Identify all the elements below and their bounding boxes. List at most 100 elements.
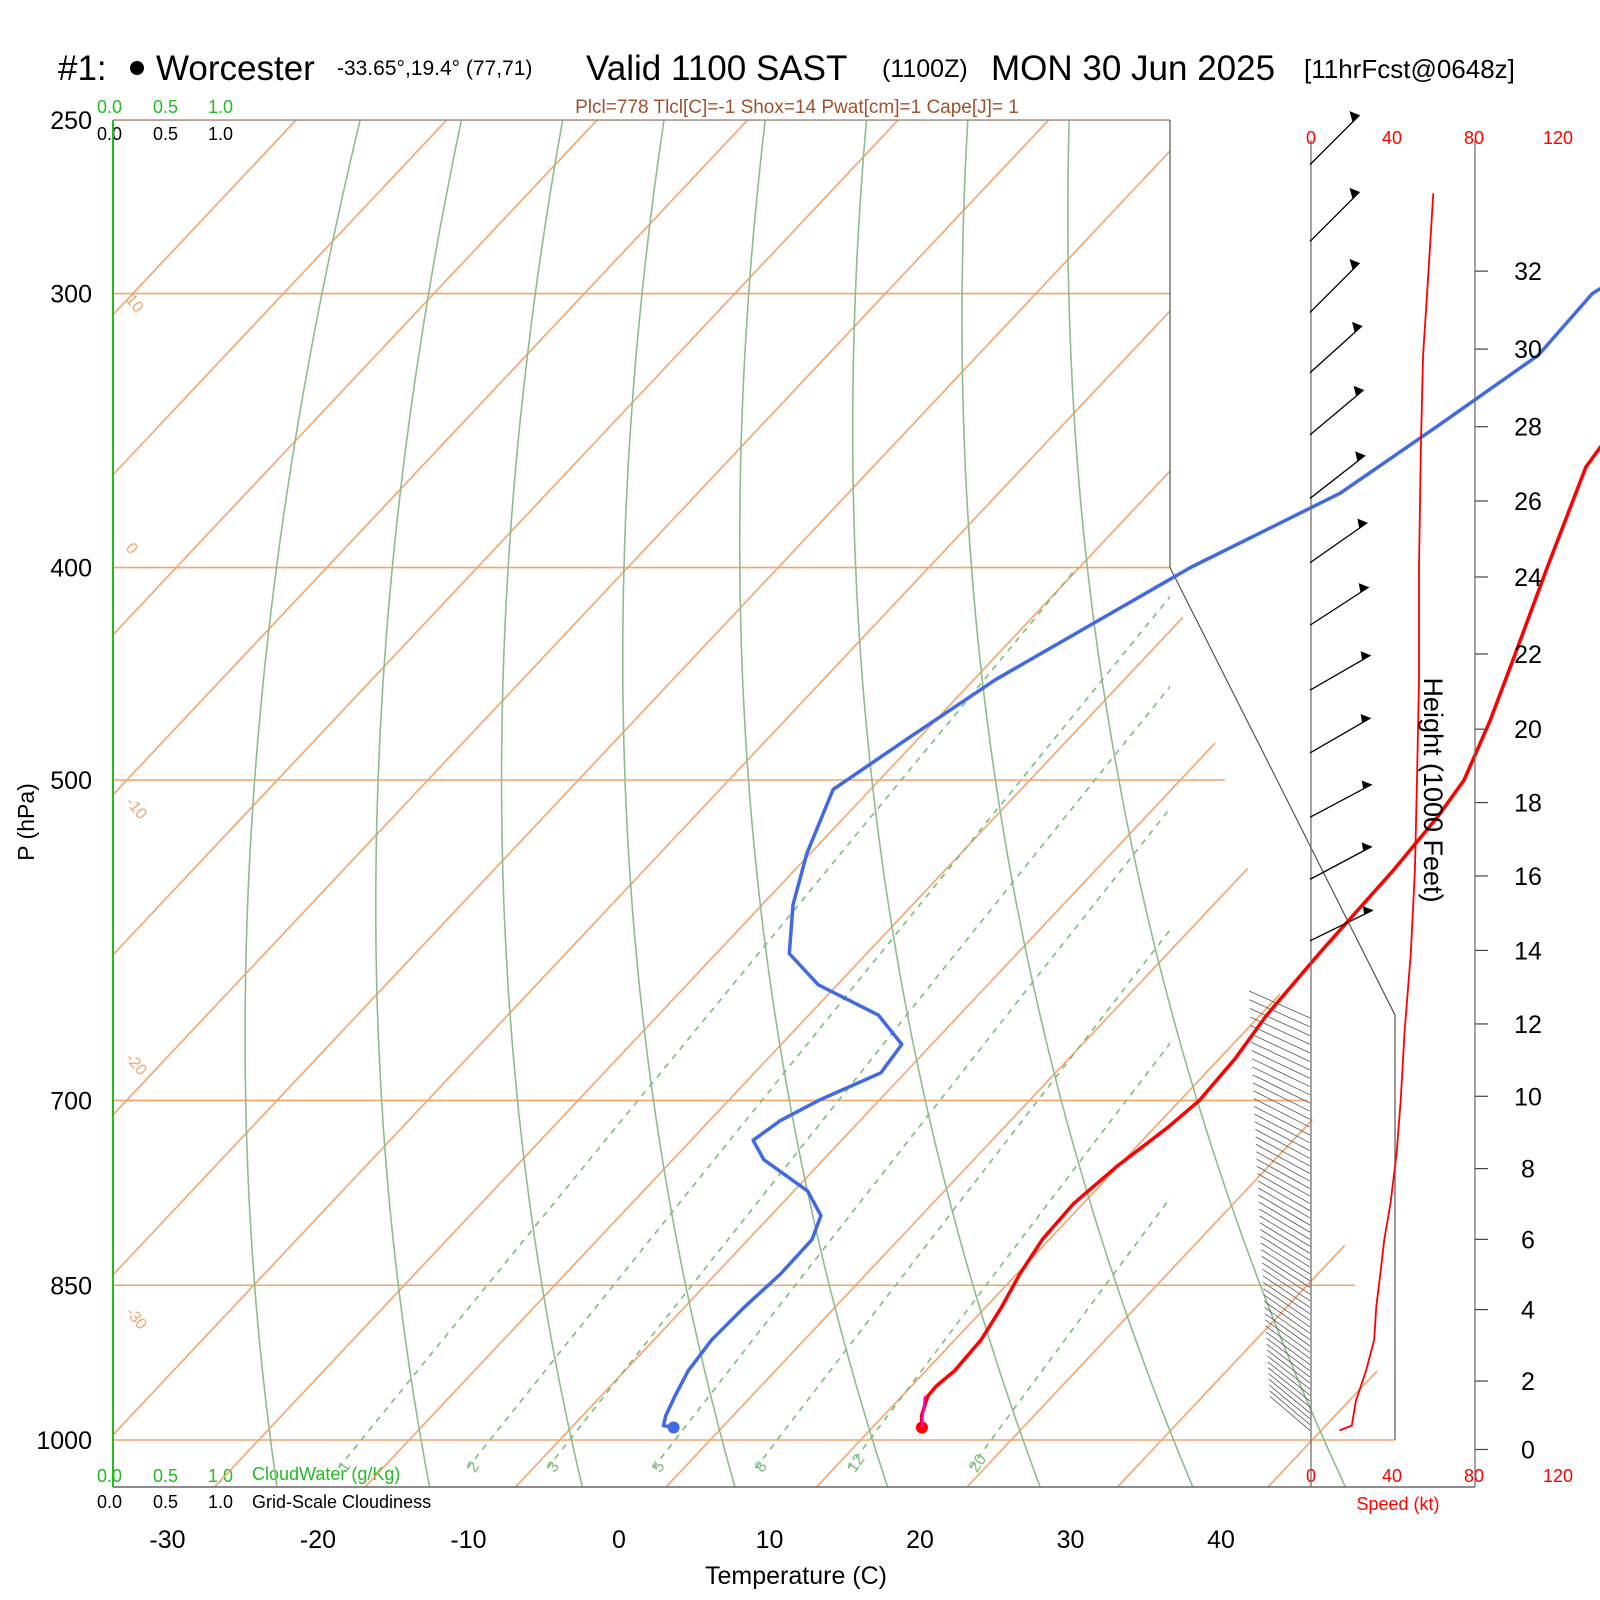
- wind-barb-low: [1255, 1143, 1311, 1175]
- wind-barb-low: [1249, 1008, 1311, 1037]
- wind-barb-low: [1269, 1390, 1311, 1425]
- isotherm-line: [815, 120, 1395, 1487]
- valid-date: MON 30 Jun 2025: [991, 49, 1275, 88]
- mixing-ratio-label: 20: [966, 1451, 990, 1475]
- cloud-water-label: CloudWater (g/Kg): [252, 1464, 400, 1484]
- site-coords: -33.65°,19.4° (77,71): [337, 57, 532, 80]
- speed-tick-bottom: 120: [1543, 1466, 1573, 1486]
- speed-tick-top: 0: [1306, 128, 1316, 148]
- wind-barb-low: [1267, 1355, 1311, 1390]
- temperature-tick-label: 10: [756, 1526, 784, 1554]
- height-tick-label: 14: [1514, 937, 1542, 965]
- isotherm-label: -10: [122, 794, 150, 823]
- height-tick-label: 32: [1514, 258, 1542, 286]
- pressure-tick-label: 1000: [36, 1427, 92, 1455]
- cloud-water-tick: 0.0: [97, 1466, 122, 1486]
- mixing-ratio-line: [755, 928, 1170, 1469]
- dry-adiabat-line: [1169, 120, 1395, 1487]
- site-marker-icon: [130, 61, 144, 75]
- height-tick-label: 18: [1514, 790, 1542, 818]
- wind-barb-low: [1250, 1025, 1311, 1054]
- wind-barb-low: [1263, 1288, 1311, 1321]
- temperature-tick-label: 0: [612, 1526, 626, 1554]
- dry-adiabat-line: [961, 120, 1213, 1487]
- wind-barb-low: [1255, 1128, 1311, 1159]
- wind-barb-low: [1257, 1187, 1311, 1219]
- isotherm-label: 10: [1582, 581, 1600, 619]
- height-tick-label: 4: [1521, 1297, 1535, 1325]
- height-tick-label: 22: [1514, 641, 1542, 669]
- isotherm-line: [113, 120, 949, 1487]
- wind-barb-low: [1256, 1158, 1311, 1190]
- wind-barb: [1309, 451, 1366, 499]
- wind-barb-low: [1254, 1121, 1311, 1152]
- parcel-line: [920, 1396, 926, 1428]
- mixing-ratio-line: [847, 1042, 1170, 1469]
- mixing-ratio-label: 12: [844, 1451, 868, 1475]
- pressure-tick-label: 850: [50, 1272, 92, 1300]
- wind-barb-low: [1264, 1313, 1311, 1347]
- height-tick-label: 6: [1521, 1226, 1535, 1254]
- pressure-tick-label: 500: [50, 767, 92, 795]
- wind-barb-low: [1248, 990, 1311, 1019]
- wind-barb-low: [1255, 1136, 1311, 1167]
- temperature-tick-label: -20: [300, 1526, 336, 1554]
- isotherm-label: -20: [122, 1050, 150, 1079]
- speed-tick-top: 120: [1543, 128, 1573, 148]
- wind-barb-low: [1259, 1215, 1311, 1247]
- pressure-tick-label: 700: [50, 1087, 92, 1115]
- wind-barb-low: [1252, 1074, 1311, 1104]
- wind-barb-low: [1263, 1294, 1311, 1328]
- pressure-tick-label: 300: [50, 281, 92, 309]
- site-id: #1:: [58, 49, 107, 88]
- mixing-ratio-line: [969, 1196, 1170, 1469]
- y-axis-title: P (hPa): [13, 783, 39, 861]
- isotherm-line: [665, 120, 1395, 1487]
- wind-barb-low: [1265, 1319, 1311, 1353]
- mixing-ratio-line: [337, 566, 1078, 1469]
- x-axis-title: Temperature (C): [705, 1562, 887, 1590]
- wind-barb-low: [1251, 1058, 1311, 1088]
- isotherm-line: [113, 120, 497, 1487]
- wind-barb-low: [1253, 1090, 1311, 1120]
- mixing-ratio-label: 8: [752, 1459, 771, 1476]
- temperature-tick-label: -10: [450, 1526, 486, 1554]
- height-tick-label: 0: [1521, 1436, 1535, 1464]
- height-tick-label: 16: [1514, 863, 1542, 891]
- temperature-tick-label: 40: [1207, 1526, 1235, 1554]
- dry-adiabat-line: [851, 120, 1058, 1487]
- mixing-ratio-label: 2: [464, 1459, 483, 1476]
- temperature-line: [919, 444, 1600, 1428]
- wind-barb-low: [1254, 1113, 1311, 1144]
- height-tick-label: 2: [1521, 1368, 1535, 1396]
- cloudiness-tick: 0.0: [97, 124, 122, 144]
- isotherm-line: [364, 120, 1395, 1487]
- frame-right-stepped: [1169, 120, 1396, 1440]
- cloud-water-tick: 1.0: [208, 97, 233, 117]
- cloud-scale-bottom: 0.0 0.5 1.0 CloudWater (g/Kg) 0.0 0.5 1.…: [97, 1464, 431, 1512]
- wind-barb: [1309, 651, 1371, 691]
- isotherm-line: [1569, 0, 1600, 1487]
- wind-barb-low: [1260, 1235, 1311, 1268]
- height-tick-label: 28: [1514, 414, 1542, 442]
- height-tick-label: 10: [1514, 1083, 1542, 1111]
- cloudiness-tick: 0.0: [97, 1492, 122, 1512]
- wind-barb: [1309, 906, 1374, 942]
- mixing-ratio-label: 5: [650, 1459, 669, 1476]
- dry-adiabat-line: [1557, 0, 1600, 1531]
- dewpoint-surface-marker: [667, 1421, 680, 1434]
- cloud-water-tick: 1.0: [208, 1466, 233, 1486]
- height-tick-label: 20: [1514, 716, 1542, 744]
- wind-barb-low: [1261, 1249, 1311, 1282]
- dry-adiabat-line: [500, 120, 608, 1487]
- mixing-ratio-label: 3: [544, 1459, 563, 1476]
- isotherm-line: [113, 120, 648, 1487]
- wind-barb-low: [1267, 1361, 1311, 1396]
- height-tick-label: 24: [1514, 564, 1542, 592]
- sounding-series: [661, 286, 1600, 1434]
- dry-adiabat-line: [622, 120, 749, 1487]
- dry-adiabat-line: [1365, 120, 1395, 1487]
- wind-barb-low: [1267, 1367, 1311, 1402]
- wind-barb: [1309, 111, 1360, 166]
